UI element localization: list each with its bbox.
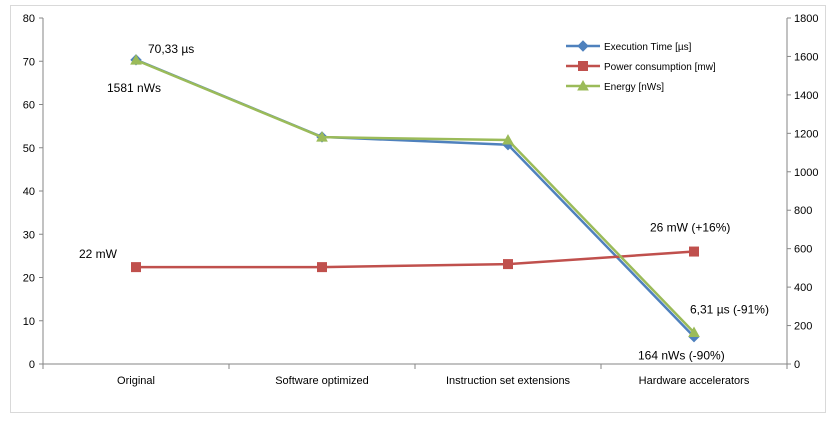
data-annotation: 22 mW — [79, 247, 118, 261]
y-left-tick-label: 0 — [29, 359, 35, 371]
series-line-2 — [135, 58, 695, 334]
data-point-series-1 — [503, 259, 513, 270]
y-right-tick-label: 1600 — [794, 51, 818, 63]
legend-label: Power consumption [mw] — [604, 62, 716, 73]
data-annotation: 26 mW (+16%) — [650, 221, 730, 235]
data-annotation: 1581 nWs — [107, 81, 161, 95]
y-left-tick-label: 10 — [23, 316, 35, 328]
legend-marker-2 — [577, 79, 589, 91]
series-line-1 — [136, 250, 695, 269]
data-point-series-2 — [130, 54, 142, 65]
data-annotation: 6,31 µs (-91%) — [690, 303, 769, 317]
y-right-tick-label: 1400 — [794, 90, 818, 102]
data-point-series-2 — [316, 131, 328, 142]
y-right-tick-label: 600 — [794, 244, 812, 256]
x-category-label: Software optimized — [275, 375, 369, 387]
y-left-tick-label: 40 — [23, 186, 35, 198]
y-right-tick-label: 1000 — [794, 167, 818, 179]
y-right-tick-label: 1200 — [794, 128, 818, 140]
data-point-series-1 — [317, 262, 327, 273]
data-point-series-2 — [502, 134, 514, 145]
x-category-label: Instruction set extensions — [446, 375, 571, 387]
legend-marker-0 — [577, 40, 589, 52]
y-right-tick-label: 400 — [794, 282, 812, 294]
data-point-series-1 — [131, 262, 141, 273]
y-left-tick-label: 20 — [23, 273, 35, 285]
legend-label: Energy [nWs] — [604, 82, 664, 93]
y-right-tick-label: 200 — [794, 321, 812, 333]
x-category-label: Hardware accelerators — [639, 375, 750, 387]
data-point-series-2 — [688, 326, 700, 337]
y-left-tick-label: 60 — [23, 100, 35, 112]
data-point-series-1 — [689, 246, 699, 257]
y-left-tick-label: 50 — [23, 143, 35, 155]
data-annotation: 70,33 µs — [148, 42, 194, 56]
y-left-tick-label: 30 — [23, 229, 35, 241]
y-right-tick-label: 800 — [794, 205, 812, 217]
legend-label: Execution Time [µs] — [604, 42, 692, 53]
y-left-tick-label: 70 — [23, 56, 35, 68]
chart-frame — [10, 5, 826, 413]
y-right-tick-label: 1800 — [794, 13, 818, 25]
series-line-0 — [135, 58, 695, 338]
legend-marker-1 — [578, 61, 588, 71]
y-left-tick-label: 80 — [23, 13, 35, 25]
data-annotation: 164 nWs (-90%) — [638, 348, 725, 362]
x-category-label: Original — [117, 375, 155, 387]
y-right-tick-label: 0 — [794, 359, 800, 371]
